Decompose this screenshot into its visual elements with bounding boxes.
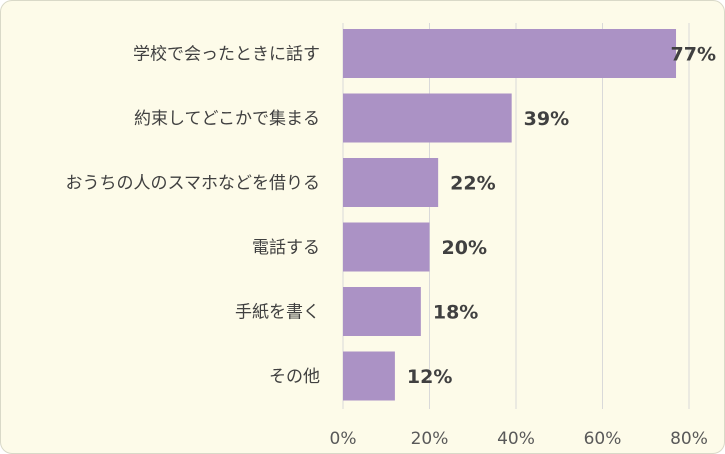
value-label-5: 12% xyxy=(407,366,452,388)
category-label-5: その他 xyxy=(269,367,320,387)
bar-3 xyxy=(343,222,430,272)
bar-0 xyxy=(343,29,677,78)
x-tick-label-0: 0% xyxy=(330,429,357,449)
value-label-1: 39% xyxy=(524,108,569,130)
bar-5 xyxy=(343,351,395,401)
category-label-2: おうちの人のスマホなどを借りる xyxy=(66,174,321,194)
x-tick-label-4: 80% xyxy=(670,429,708,449)
value-label-2: 22% xyxy=(450,173,495,195)
bars xyxy=(343,29,677,401)
bar-1 xyxy=(343,93,512,143)
category-label-1: 約束してどこかで集まる xyxy=(134,109,320,129)
grid-lines xyxy=(342,23,690,409)
x-tick-label-1: 20% xyxy=(411,429,449,449)
x-tick-label-3: 60% xyxy=(584,429,622,449)
category-label-3: 電話する xyxy=(252,238,320,258)
x-tick-label-2: 40% xyxy=(497,429,535,449)
labels: 0% 20% 40% 60% 80% 学校で会ったときに話す 77% 約束してどこかで集まる 3… xyxy=(66,44,717,450)
category-label-4: 手紙を書く xyxy=(235,303,320,323)
value-label-4: 18% xyxy=(433,302,478,324)
value-label-3: 20% xyxy=(442,237,487,259)
bar-2 xyxy=(343,158,439,207)
value-label-0: 77% xyxy=(671,44,716,66)
category-label-0: 学校で会ったときに話す xyxy=(133,45,320,65)
bar-4 xyxy=(343,287,421,336)
